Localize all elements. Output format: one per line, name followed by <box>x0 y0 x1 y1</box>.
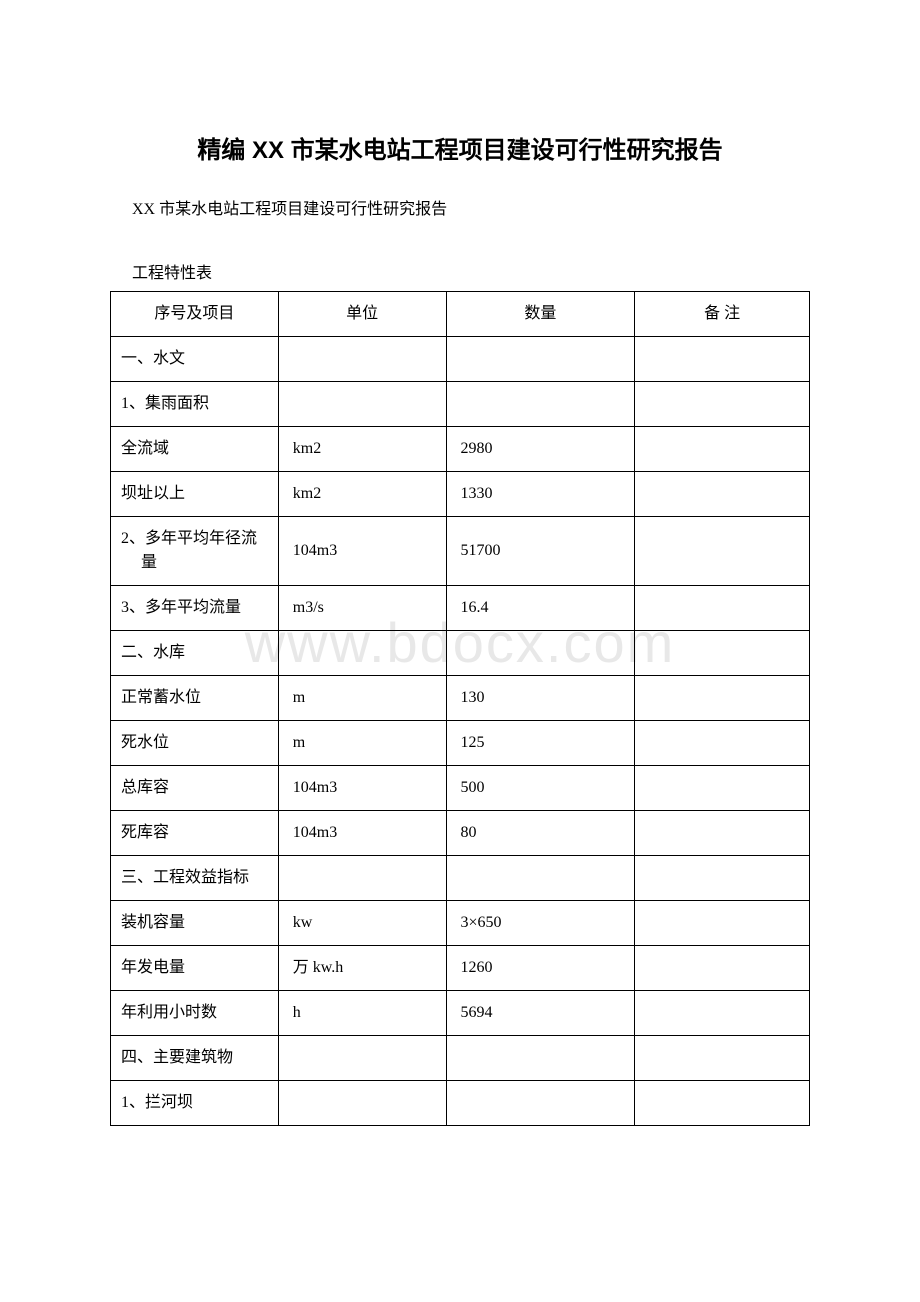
cell-qty: 5694 <box>446 991 635 1036</box>
cell-note <box>635 337 810 382</box>
cell-qty: 16.4 <box>446 586 635 631</box>
cell-qty <box>446 337 635 382</box>
cell-note <box>635 946 810 991</box>
cell-unit: m <box>278 721 446 766</box>
cell-item: 年发电量 <box>111 946 279 991</box>
cell-unit <box>278 1081 446 1126</box>
table-row: 二、水库 <box>111 631 810 676</box>
cell-qty <box>446 856 635 901</box>
cell-unit: 104m3 <box>278 517 446 586</box>
cell-qty: 51700 <box>446 517 635 586</box>
table-row: 年发电量 万 kw.h 1260 <box>111 946 810 991</box>
cell-item: 1、拦河坝 <box>111 1081 279 1126</box>
cell-unit <box>278 382 446 427</box>
cell-note <box>635 991 810 1036</box>
cell-unit: 万 kw.h <box>278 946 446 991</box>
characteristics-table: 序号及项目 单位 数量 备 注 一、水文 1、集雨面积 全流域 km2 2980… <box>110 291 810 1126</box>
cell-qty: 2980 <box>446 427 635 472</box>
cell-note <box>635 382 810 427</box>
cell-note <box>635 721 810 766</box>
cell-qty: 1330 <box>446 472 635 517</box>
cell-unit <box>278 631 446 676</box>
cell-qty <box>446 382 635 427</box>
cell-note <box>635 1036 810 1081</box>
cell-item: 总库容 <box>111 766 279 811</box>
table-row: 全流域 km2 2980 <box>111 427 810 472</box>
cell-note <box>635 586 810 631</box>
cell-item: 装机容量 <box>111 901 279 946</box>
cell-qty: 130 <box>446 676 635 721</box>
page-content: 精编 XX 市某水电站工程项目建设可行性研究报告 XX 市某水电站工程项目建设可… <box>0 0 920 1126</box>
table-row: 四、主要建筑物 <box>111 1036 810 1081</box>
cell-qty <box>446 1036 635 1081</box>
cell-unit: m <box>278 676 446 721</box>
table-header-row: 序号及项目 单位 数量 备 注 <box>111 292 810 337</box>
cell-note <box>635 427 810 472</box>
cell-item: 年利用小时数 <box>111 991 279 1036</box>
cell-note <box>635 517 810 586</box>
table-row: 装机容量 kw 3×650 <box>111 901 810 946</box>
cell-item: 1、集雨面积 <box>111 382 279 427</box>
cell-item: 2、多年平均年径流量 <box>111 517 279 586</box>
cell-qty <box>446 631 635 676</box>
header-col4: 备 注 <box>635 292 810 337</box>
table-row: 总库容 104m3 500 <box>111 766 810 811</box>
cell-item: 死水位 <box>111 721 279 766</box>
cell-qty: 125 <box>446 721 635 766</box>
cell-item: 二、水库 <box>111 631 279 676</box>
cell-qty: 1260 <box>446 946 635 991</box>
cell-qty: 3×650 <box>446 901 635 946</box>
cell-note <box>635 766 810 811</box>
cell-item: 正常蓄水位 <box>111 676 279 721</box>
table-row: 3、多年平均流量 m3/s 16.4 <box>111 586 810 631</box>
header-col3: 数量 <box>446 292 635 337</box>
cell-unit: m3/s <box>278 586 446 631</box>
cell-note <box>635 811 810 856</box>
cell-unit: km2 <box>278 427 446 472</box>
cell-note <box>635 856 810 901</box>
header-col1: 序号及项目 <box>111 292 279 337</box>
table-row: 1、集雨面积 <box>111 382 810 427</box>
table-row: 1、拦河坝 <box>111 1081 810 1126</box>
table-row: 死水位 m 125 <box>111 721 810 766</box>
cell-unit: 104m3 <box>278 766 446 811</box>
table-row: 2、多年平均年径流量 104m3 51700 <box>111 517 810 586</box>
cell-note <box>635 1081 810 1126</box>
cell-item: 三、工程效益指标 <box>111 856 279 901</box>
cell-note <box>635 676 810 721</box>
document-title: 精编 XX 市某水电站工程项目建设可行性研究报告 <box>110 130 810 165</box>
cell-item: 死库容 <box>111 811 279 856</box>
cell-note <box>635 472 810 517</box>
table-caption: 工程特性表 <box>110 259 810 283</box>
cell-unit: kw <box>278 901 446 946</box>
table-row: 正常蓄水位 m 130 <box>111 676 810 721</box>
document-subtitle: XX 市某水电站工程项目建设可行性研究报告 <box>110 195 810 219</box>
cell-unit: h <box>278 991 446 1036</box>
cell-item: 坝址以上 <box>111 472 279 517</box>
cell-note <box>635 901 810 946</box>
cell-unit <box>278 337 446 382</box>
header-col2: 单位 <box>278 292 446 337</box>
cell-unit <box>278 1036 446 1081</box>
table-row: 年利用小时数 h 5694 <box>111 991 810 1036</box>
table-row: 死库容 104m3 80 <box>111 811 810 856</box>
cell-qty <box>446 1081 635 1126</box>
table-row: 三、工程效益指标 <box>111 856 810 901</box>
cell-unit <box>278 856 446 901</box>
cell-item: 3、多年平均流量 <box>111 586 279 631</box>
cell-item: 四、主要建筑物 <box>111 1036 279 1081</box>
cell-note <box>635 631 810 676</box>
cell-item: 一、水文 <box>111 337 279 382</box>
cell-unit: km2 <box>278 472 446 517</box>
cell-qty: 80 <box>446 811 635 856</box>
table-row: 一、水文 <box>111 337 810 382</box>
cell-item: 全流域 <box>111 427 279 472</box>
cell-qty: 500 <box>446 766 635 811</box>
cell-unit: 104m3 <box>278 811 446 856</box>
table-row: 坝址以上 km2 1330 <box>111 472 810 517</box>
